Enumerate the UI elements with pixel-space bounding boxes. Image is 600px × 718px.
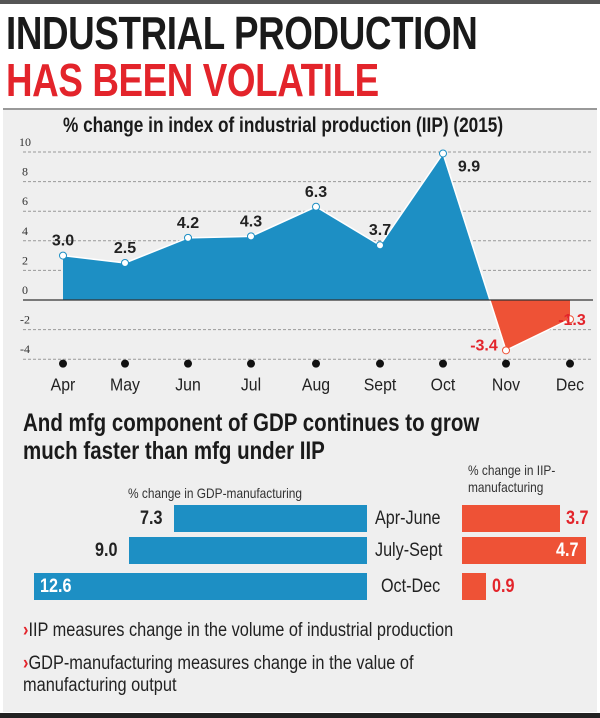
x-axis-dot — [184, 359, 192, 368]
data-label: 4.3 — [240, 213, 262, 230]
iip-area-chart: 10 8 6 4 2 0 -2 -4 Apr 3.0 May 2.5 Jun 4.2 Jul 4.3 Aug 6.… — [19, 135, 593, 395]
data-point — [59, 251, 67, 260]
y-tick-label: 8 — [22, 165, 28, 179]
data-label: 3.7 — [369, 222, 391, 239]
bottom-rule — [0, 713, 600, 718]
x-tick-label: Sept — [364, 375, 397, 395]
top-rule — [0, 0, 600, 4]
period-label: Apr-June — [375, 508, 441, 529]
iip-bar-label: 3.7 — [565, 508, 589, 529]
iip-header-line-1: % change in IIP- — [468, 462, 556, 478]
data-label: 4.2 — [177, 215, 199, 232]
positive-area — [63, 153, 490, 300]
data-point — [439, 149, 447, 158]
iip-bar-label: 4.7 — [556, 540, 579, 561]
y-tick-label: 4 — [22, 224, 28, 238]
title-line-2: HAS BEEN VOLATILE — [6, 54, 379, 106]
iip-bar — [462, 573, 486, 600]
x-tick-label: Jun — [175, 375, 201, 395]
iip-header-line-2: manufacturing — [468, 479, 544, 495]
data-point — [121, 259, 129, 267]
period-label: Oct-Dec — [381, 576, 441, 597]
bullet-arrow-icon: › — [23, 620, 29, 641]
data-label: 3.0 — [52, 233, 74, 250]
y-tick-label: -2 — [20, 313, 30, 327]
gdp-iip-panel: And mfg component of GDP continues to gr… — [3, 402, 597, 712]
gdp-bar-label: 7.3 — [140, 508, 163, 529]
x-axis-dot — [247, 359, 255, 368]
data-point — [566, 315, 574, 324]
data-point — [376, 241, 384, 250]
x-axis-dot — [312, 359, 320, 368]
gdp-bar-label: 12.6 — [40, 576, 72, 597]
y-tick-label: 2 — [22, 253, 28, 267]
data-label: 9.9 — [458, 158, 480, 175]
x-tick-label: Aug — [302, 375, 330, 395]
y-tick-label: 0 — [22, 283, 28, 297]
data-label: -3.4 — [470, 337, 498, 354]
bar-subtitle-line-1: And mfg component of GDP continues to gr… — [23, 409, 480, 437]
iip-chart-panel: 10 8 6 4 2 0 -2 -4 Apr 3.0 May 2.5 Jun 4.2 Jul 4.3 Aug 6.… — [3, 108, 597, 402]
y-tick-label: 10 — [19, 135, 31, 149]
bullet-arrow-icon: › — [23, 653, 29, 674]
data-label: -1.3 — [558, 312, 586, 329]
data-point — [247, 232, 255, 241]
x-axis-dot — [502, 359, 510, 368]
x-axis-dot — [121, 359, 129, 368]
title-line-1: INDUSTRIAL PRODUCTION — [6, 7, 478, 59]
iip-chart-title: % change in index of industrial producti… — [63, 114, 504, 137]
x-axis-dot — [566, 359, 574, 368]
x-axis-dot — [439, 359, 447, 368]
bar-subtitle-line-2: much faster than mfg under IIP — [23, 437, 325, 465]
gdp-header: % change in GDP-manufacturing — [128, 485, 302, 501]
y-tick-label: -4 — [20, 342, 30, 356]
iip-bar — [462, 537, 587, 564]
x-axis-dot — [376, 359, 384, 368]
note-2-line-2: manufacturing output — [23, 675, 177, 696]
period-label: July-Sept — [375, 540, 443, 561]
data-point — [502, 346, 510, 355]
x-tick-label: Jul — [241, 375, 261, 395]
iip-bar-label: 0.9 — [491, 576, 515, 597]
data-point — [312, 202, 320, 211]
gdp-bar — [34, 573, 367, 600]
x-tick-label: Oct — [431, 375, 456, 395]
x-tick-label: Dec — [556, 375, 585, 395]
data-point — [184, 233, 192, 242]
note-1: ›IIP measures change in the volume of in… — [23, 620, 453, 642]
x-tick-label: Nov — [492, 375, 521, 395]
x-axis-dot — [59, 359, 67, 368]
gdp-bar — [129, 537, 367, 564]
data-label: 6.3 — [305, 184, 327, 201]
negative-area — [489, 300, 570, 351]
x-tick-label: May — [110, 375, 140, 395]
note-1-text: IIP measures change in the volume of ind… — [28, 620, 454, 641]
y-tick-label: 6 — [22, 194, 28, 208]
gdp-bar-label: 9.0 — [95, 540, 118, 561]
note-2-text: GDP-manufacturing measures change in the… — [28, 653, 414, 674]
iip-bar — [462, 505, 560, 532]
gdp-bar — [174, 505, 367, 532]
note-2: ›GDP-manufacturing measures change in th… — [23, 653, 414, 675]
data-label: 2.5 — [114, 240, 136, 257]
x-tick-label: Apr — [51, 375, 76, 395]
